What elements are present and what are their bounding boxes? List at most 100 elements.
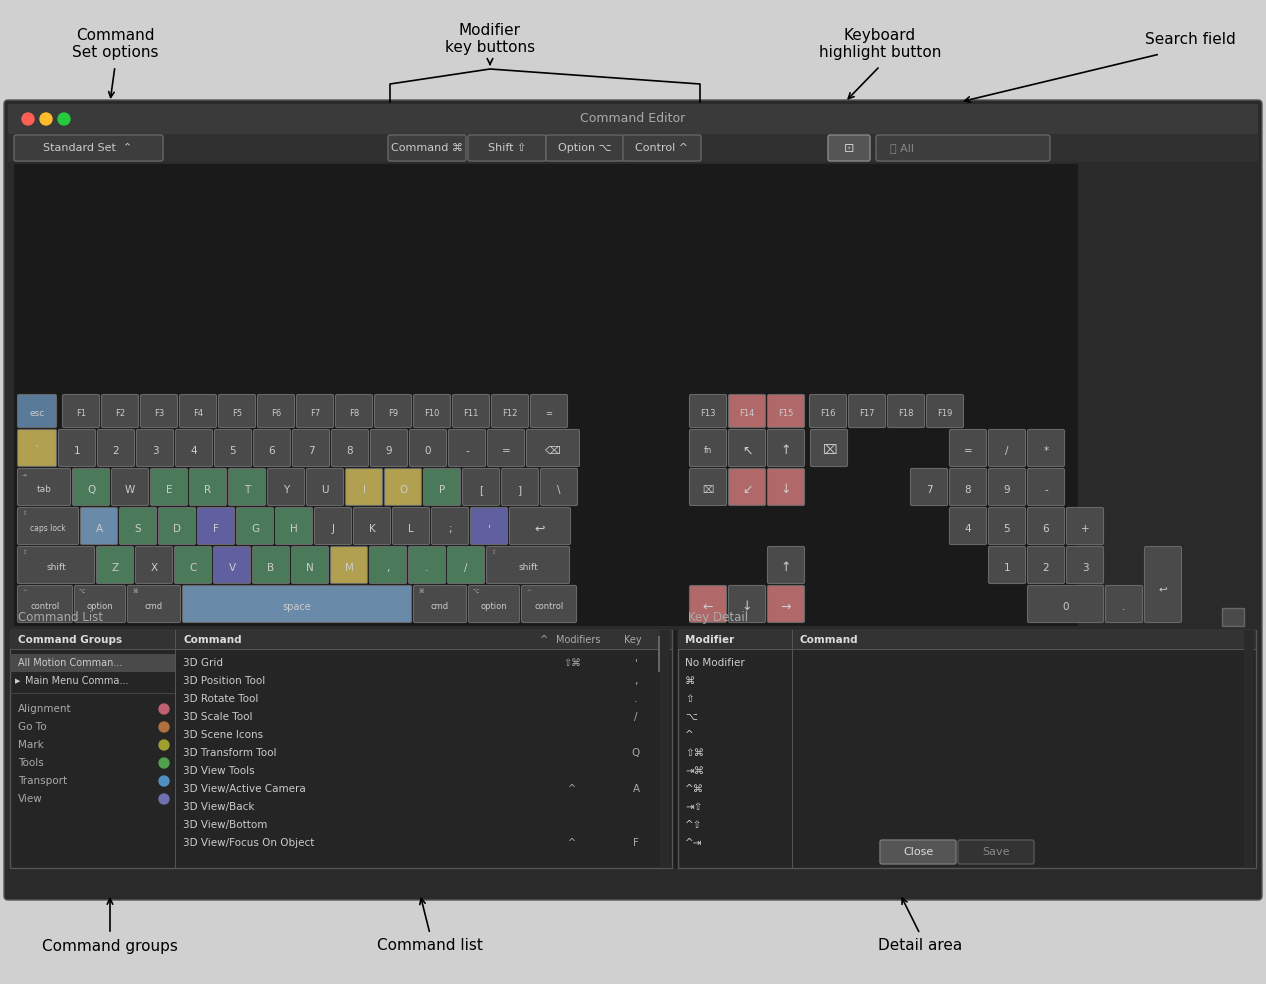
Circle shape [41,113,52,125]
Circle shape [160,740,168,750]
Text: 3D Scene Icons: 3D Scene Icons [184,730,263,740]
Text: shift: shift [518,564,538,573]
FancyBboxPatch shape [690,395,727,427]
Text: 3: 3 [1081,563,1089,573]
FancyBboxPatch shape [18,585,72,623]
Text: Main Menu Comma...: Main Menu Comma... [25,676,128,686]
FancyBboxPatch shape [314,508,352,544]
Text: Tools: Tools [18,758,44,768]
FancyBboxPatch shape [1028,546,1065,584]
Text: ⇧: ⇧ [22,511,27,516]
Text: F9: F9 [387,409,398,418]
Text: 3D View Tools: 3D View Tools [184,766,254,776]
FancyBboxPatch shape [267,468,305,506]
FancyBboxPatch shape [18,546,95,584]
Text: F17: F17 [860,409,875,418]
Bar [10,693,175,694]
Text: Mark: Mark [18,740,44,750]
FancyBboxPatch shape [190,468,227,506]
Text: ↓: ↓ [781,483,791,496]
Text: ^⌘: ^⌘ [685,784,704,794]
Text: ^⇧: ^⇧ [685,820,703,830]
FancyBboxPatch shape [119,508,157,544]
Text: 3D View/Active Camera: 3D View/Active Camera [184,784,306,794]
FancyBboxPatch shape [62,395,100,427]
FancyBboxPatch shape [332,429,368,466]
Text: control: control [534,602,563,611]
FancyBboxPatch shape [257,395,295,427]
FancyBboxPatch shape [296,395,333,427]
Text: ⌫: ⌫ [546,446,561,456]
FancyBboxPatch shape [182,585,411,623]
Text: ⇧⌘: ⇧⌘ [563,658,581,668]
Bar [679,630,1256,868]
Text: Modifiers: Modifiers [556,635,600,645]
Text: No Modifier: No Modifier [685,658,744,668]
Text: 6: 6 [268,446,275,456]
Text: ⌘: ⌘ [418,589,424,594]
Text: =: = [501,446,510,456]
Text: .: . [634,694,638,704]
FancyBboxPatch shape [522,585,576,623]
Text: H: H [290,523,298,534]
Text: ⇥: ⇥ [22,472,27,477]
Text: cmd: cmd [144,602,163,611]
FancyBboxPatch shape [767,395,804,427]
Text: Command
Set options: Command Set options [72,28,158,60]
Text: Option ⌥: Option ⌥ [558,143,611,153]
FancyBboxPatch shape [546,135,624,161]
FancyBboxPatch shape [214,429,252,466]
Text: Y: Y [282,485,289,495]
FancyBboxPatch shape [728,468,766,506]
FancyBboxPatch shape [1144,546,1181,623]
Text: shift: shift [46,564,66,573]
FancyBboxPatch shape [424,468,461,506]
FancyBboxPatch shape [910,468,947,506]
Text: ⌧: ⌧ [703,485,714,495]
Text: ;: ; [448,523,452,534]
FancyBboxPatch shape [135,546,172,584]
FancyBboxPatch shape [690,429,727,466]
Text: option: option [481,602,508,611]
Bar [679,649,1256,650]
Text: Standard Set  ⌃: Standard Set ⌃ [43,143,133,153]
FancyBboxPatch shape [828,135,870,161]
Text: 3: 3 [152,446,158,456]
Bar [658,636,666,672]
FancyBboxPatch shape [486,546,570,584]
Text: [: [ [479,485,484,495]
Bar [8,134,1258,162]
Text: N: N [306,563,314,573]
Text: B: B [267,563,275,573]
Text: -: - [465,446,468,456]
FancyBboxPatch shape [1028,468,1065,506]
FancyBboxPatch shape [346,468,382,506]
Text: W: W [125,485,135,495]
Text: cmd: cmd [430,602,449,611]
Text: Go To: Go To [18,722,47,732]
FancyBboxPatch shape [72,468,109,506]
Text: F1: F1 [76,409,86,418]
FancyBboxPatch shape [530,395,567,427]
Text: ←: ← [703,600,713,613]
FancyBboxPatch shape [541,468,577,506]
Text: =: = [546,409,552,418]
FancyBboxPatch shape [385,468,422,506]
Text: Command groups: Command groups [42,939,179,953]
Text: F: F [213,523,219,534]
Text: Command List: Command List [18,611,103,624]
Text: Search field: Search field [1144,31,1236,46]
Text: U: U [322,485,329,495]
Text: esc: esc [29,409,44,418]
Text: .: . [1123,602,1125,612]
FancyBboxPatch shape [18,395,57,427]
Text: Q: Q [87,485,95,495]
FancyBboxPatch shape [97,429,134,466]
FancyBboxPatch shape [370,546,406,584]
FancyBboxPatch shape [432,508,468,544]
Text: Modifier: Modifier [685,635,734,645]
FancyBboxPatch shape [253,429,290,466]
Text: ↑: ↑ [781,445,791,458]
Text: Modifier
key buttons: Modifier key buttons [444,23,536,55]
Text: 4: 4 [191,446,197,456]
